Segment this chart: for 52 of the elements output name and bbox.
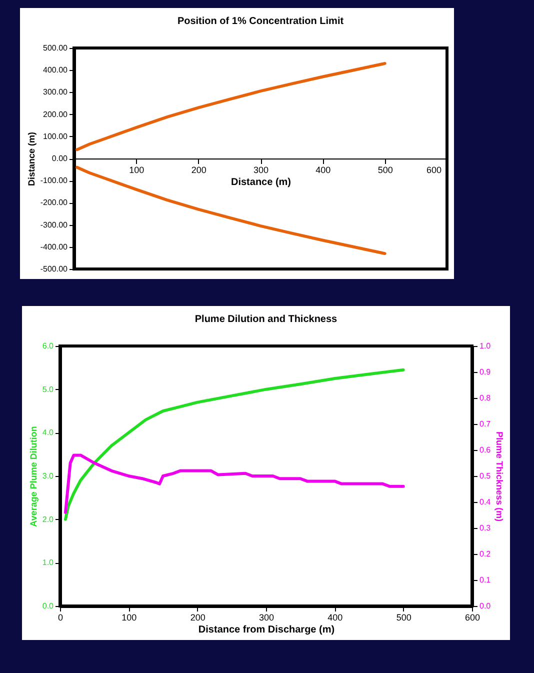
y-tick-label: 400.00 xyxy=(43,66,68,75)
line-series xyxy=(76,62,386,152)
y-tick-label: -500.00 xyxy=(40,264,68,274)
y-axis-title: Distance (m) xyxy=(26,132,36,186)
chart-title: Position of 1% Concentration Limit xyxy=(177,16,344,27)
x-axis-title: Distance from Discharge (m) xyxy=(198,624,335,636)
line-series xyxy=(64,454,405,514)
x-tick-label: 600 xyxy=(426,165,442,175)
x-tick-label: 200 xyxy=(191,165,206,175)
y2-tick-label: 0.1 xyxy=(480,576,492,584)
y2-tick-label: 0.5 xyxy=(480,472,492,480)
y-tick-label: 0.00 xyxy=(52,154,68,163)
x-tick-label: 100 xyxy=(122,612,137,622)
y-tick-label: 200.00 xyxy=(43,110,68,119)
y-tick-label: 3.0 xyxy=(42,472,54,480)
y2-axis-title: Plume Thickness (m) xyxy=(494,431,505,522)
y-tick-label: 2.0 xyxy=(42,514,54,524)
x-tick-label: 500 xyxy=(378,165,393,175)
y-tick-label: 0.0 xyxy=(42,602,54,610)
y-tick-label: 500.00 xyxy=(43,44,68,52)
y-tick-label: 6.0 xyxy=(42,342,54,350)
y-tick-label: 4.0 xyxy=(42,428,54,438)
y-tick-label: 300.00 xyxy=(43,88,68,97)
line-series xyxy=(64,368,405,521)
x-tick-label: 300 xyxy=(253,165,269,175)
y-tick-label: -400.00 xyxy=(40,242,68,252)
y-tick-label: -200.00 xyxy=(40,198,68,208)
x-tick-label: 100 xyxy=(129,165,144,175)
y2-tick-label: 0.6 xyxy=(480,446,492,454)
y2-tick-label: 0.2 xyxy=(480,550,492,558)
y2-tick-label: 0.7 xyxy=(480,420,492,428)
x-tick-label: 200 xyxy=(190,612,206,622)
y-axis-title: Average Plume Dilution xyxy=(28,426,38,527)
x-axis-title: Distance (m) xyxy=(230,177,292,188)
x-tick-label: 600 xyxy=(464,612,480,622)
x-tick-label: 400 xyxy=(328,612,343,622)
x-tick-label: 400 xyxy=(316,165,331,175)
y-tick-label: 100.00 xyxy=(43,132,68,141)
y2-tick-label: 0.3 xyxy=(480,524,492,532)
y2-tick-label: 0.9 xyxy=(480,368,492,376)
y2-tick-label: 0.4 xyxy=(480,498,492,506)
y-tick-label: -300.00 xyxy=(40,220,68,230)
y2-tick-label: 1.0 xyxy=(480,342,492,350)
y2-tick-label: 0.8 xyxy=(480,394,492,402)
y-tick-label: 1.0 xyxy=(42,558,54,568)
chart-title: Plume Dilution and Thickness xyxy=(194,314,338,325)
x-tick-label: 500 xyxy=(396,612,412,622)
x-tick-label: 0 xyxy=(58,612,64,622)
x-tick-label: 300 xyxy=(258,612,274,622)
y2-tick-label: 0.0 xyxy=(480,602,492,610)
y-tick-label: 5.0 xyxy=(42,384,54,394)
y-tick-label: -100.00 xyxy=(40,176,68,186)
